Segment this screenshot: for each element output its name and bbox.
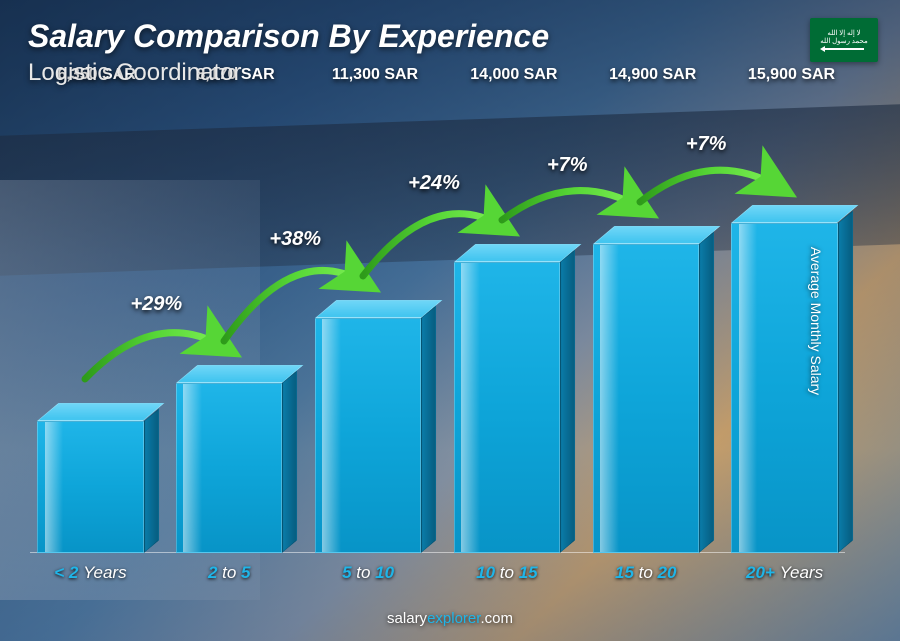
bar bbox=[37, 421, 143, 553]
bar-slot: 8,170 SAR bbox=[169, 110, 290, 553]
bar bbox=[315, 318, 421, 553]
bar-side-face bbox=[282, 370, 297, 553]
x-axis-label: 20+ Years bbox=[724, 563, 845, 583]
x-axis-label: 2 to 5 bbox=[169, 563, 290, 583]
bar bbox=[593, 244, 699, 553]
bar-side-face bbox=[699, 231, 714, 553]
bar-front-face bbox=[454, 262, 560, 553]
increase-percent-label: +7% bbox=[686, 133, 727, 156]
footer-highlight: explorer bbox=[427, 610, 480, 627]
footer-text-1: salary bbox=[387, 610, 427, 627]
header: Salary Comparison By Experience Logistic… bbox=[28, 18, 872, 87]
bar-front-face bbox=[176, 383, 282, 553]
page-subtitle: Logistic Coordinator bbox=[28, 59, 872, 87]
y-axis-label: Average Monthly Salary bbox=[808, 246, 824, 394]
bar-front-face bbox=[315, 318, 421, 553]
bar-side-face bbox=[560, 249, 575, 553]
bar-side-face bbox=[838, 210, 853, 553]
bar-slot: 6,350 SAR bbox=[30, 110, 151, 553]
footer-attribution: salaryexplorer.com bbox=[0, 610, 900, 627]
increase-percent-label: +29% bbox=[131, 293, 183, 316]
increase-percent-label: +38% bbox=[269, 228, 321, 251]
bar-side-face bbox=[421, 305, 436, 553]
increase-percent-label: +24% bbox=[408, 172, 460, 195]
flag-saudi-arabia: لا إله إلا اللهمحمد رسول الله bbox=[810, 18, 878, 62]
bar bbox=[176, 383, 282, 553]
bar-slot: 14,900 SAR bbox=[585, 110, 706, 553]
flag-emblem: لا إله إلا اللهمحمد رسول الله bbox=[820, 30, 868, 50]
x-axis-label: 5 to 10 bbox=[308, 563, 429, 583]
x-axis-label: 10 to 15 bbox=[446, 563, 567, 583]
x-axis-label: 15 to 20 bbox=[585, 563, 706, 583]
x-axis-labels: < 2 Years 2 to 5 5 to 10 10 to 15 15 to 20 20… bbox=[30, 563, 845, 583]
bar-side-face bbox=[144, 408, 159, 553]
footer-text-2: .com bbox=[480, 610, 513, 627]
increase-percent-label: +7% bbox=[547, 154, 588, 177]
x-axis-label: < 2 Years bbox=[30, 563, 151, 583]
page-title: Salary Comparison By Experience bbox=[28, 18, 872, 55]
bar bbox=[454, 262, 560, 553]
bar-slot: 15,900 SAR bbox=[724, 110, 845, 553]
bar-front-face bbox=[37, 421, 143, 553]
bar-front-face bbox=[593, 244, 699, 553]
